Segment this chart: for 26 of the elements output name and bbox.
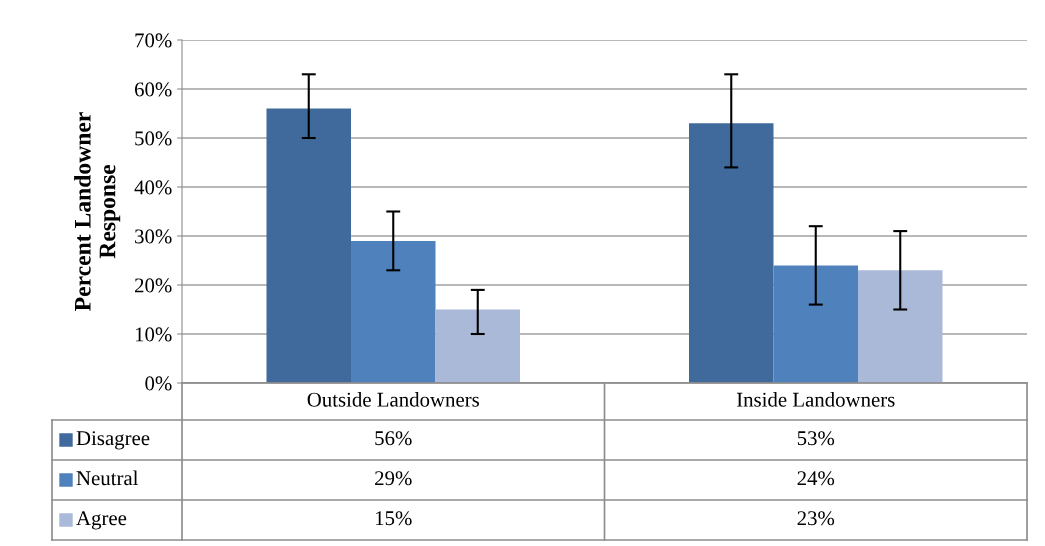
y-tick-label: 20% [135,278,172,293]
legend-label: Neutral [76,470,139,486]
data-label: 23% [797,511,835,526]
data-label: 53% [797,431,835,446]
data-label: 56% [375,431,412,446]
y-tick-label: 70% [135,33,172,48]
y-tick-label: 30% [135,229,172,244]
y-tick-label: 10% [135,327,172,342]
bar [351,240,436,383]
y-tick-label: 40% [134,180,172,195]
bar [773,265,858,383]
bar [266,108,351,383]
x-tick-label: Outside Landowners [307,392,479,407]
data-label: 15% [375,511,412,526]
bar [858,270,943,383]
legend-label: Disagree [76,431,150,450]
y-tick-label: 60% [134,82,172,97]
x-tick-label: Inside Landowners [736,392,895,407]
data-label: 24% [797,471,835,486]
data-label: 29% [375,471,412,486]
bar [435,309,520,383]
y-axis-title: Percent Landowner Response [74,112,121,311]
y-tick-label: 0% [145,376,172,391]
bar [689,123,774,383]
legend-label: Agree [76,511,127,530]
y-tick-label: 50% [135,131,172,146]
